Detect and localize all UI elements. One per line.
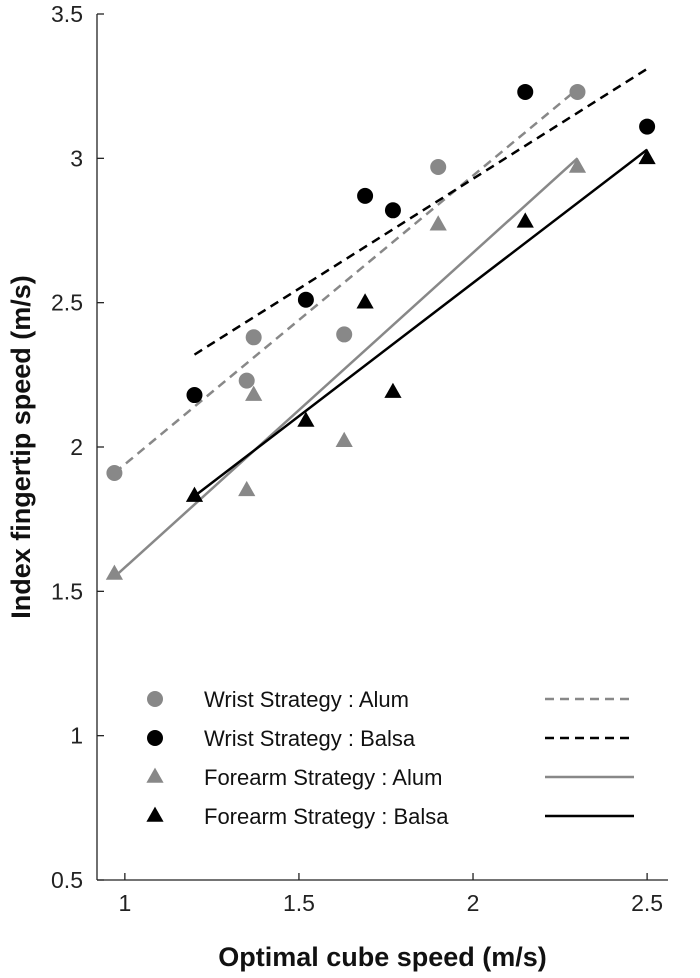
point-wrist-strategy-alum bbox=[245, 329, 262, 346]
point-forearm-strategy-balsa bbox=[185, 486, 204, 502]
ticks: 0.5 1 1.5 2 2.5 3 3.5 1 1.5 2 2.5 bbox=[51, 1, 663, 916]
legend-label-wrist-strategy-alum: Wrist Strategy : Alum bbox=[204, 687, 409, 712]
legend-marker-wrist-strategy-balsa bbox=[147, 730, 163, 746]
x-tick-label: 1 bbox=[118, 890, 131, 916]
legend-marker-wrist-strategy-alum bbox=[147, 691, 163, 707]
fit-line-forearm-strategy-alum bbox=[113, 157, 579, 578]
point-wrist-strategy-alum bbox=[430, 158, 447, 175]
y-tick-label: 1 bbox=[70, 723, 83, 749]
point-wrist-strategy-balsa bbox=[517, 83, 534, 100]
legend-marker-forearm-strategy-alum bbox=[146, 767, 164, 783]
point-forearm-strategy-alum bbox=[335, 431, 353, 448]
data-points bbox=[105, 83, 656, 580]
x-axis-title: Optimal cube speed (m/s) bbox=[218, 942, 547, 972]
y-tick-label: 1.5 bbox=[51, 578, 83, 604]
point-forearm-strategy-balsa bbox=[638, 148, 656, 165]
legend-label-wrist-strategy-balsa: Wrist Strategy : Balsa bbox=[204, 726, 416, 751]
point-forearm-strategy-alum bbox=[245, 385, 263, 401]
x-tick-label: 2.5 bbox=[631, 890, 663, 916]
point-forearm-strategy-alum bbox=[105, 564, 124, 580]
fit-lines bbox=[113, 67, 648, 578]
y-tick-label: 2 bbox=[70, 434, 83, 460]
point-forearm-strategy-balsa bbox=[516, 212, 534, 228]
point-wrist-strategy-alum bbox=[569, 83, 586, 100]
point-wrist-strategy-balsa bbox=[186, 387, 203, 404]
x-tick-label: 1.5 bbox=[283, 890, 315, 916]
point-forearm-strategy-alum bbox=[238, 480, 256, 497]
point-forearm-strategy-alum bbox=[429, 215, 447, 231]
point-wrist-strategy-balsa bbox=[297, 291, 314, 308]
fit-line-forearm-strategy-balsa bbox=[193, 148, 648, 498]
legend: Wrist Strategy : Alum Wrist Strategy : Ba… bbox=[146, 687, 634, 829]
point-wrist-strategy-balsa bbox=[639, 118, 656, 135]
point-forearm-strategy-balsa bbox=[356, 293, 374, 309]
y-axis-title: Index fingertip speed (m/s) bbox=[6, 275, 36, 619]
fit-line-wrist-strategy-alum bbox=[113, 88, 579, 474]
legend-label-forearm-strategy-alum: Forearm Strategy : Alum bbox=[204, 765, 442, 790]
legend-label-forearm-strategy-balsa: Forearm Strategy : Balsa bbox=[204, 804, 449, 829]
legend-marker-forearm-strategy-balsa bbox=[146, 806, 164, 822]
x-tick-label: 2 bbox=[467, 890, 480, 916]
point-forearm-strategy-balsa bbox=[297, 411, 315, 427]
point-wrist-strategy-alum bbox=[238, 372, 255, 389]
y-tick-label: 3.5 bbox=[51, 1, 83, 27]
y-tick-label: 3 bbox=[70, 145, 83, 171]
point-wrist-strategy-alum bbox=[336, 326, 353, 343]
y-tick-label: 2.5 bbox=[51, 290, 83, 316]
point-wrist-strategy-balsa bbox=[384, 202, 401, 219]
y-tick-label: 0.5 bbox=[51, 867, 83, 893]
fit-line-wrist-strategy-balsa bbox=[193, 67, 648, 356]
point-forearm-strategy-balsa bbox=[384, 382, 402, 398]
point-wrist-strategy-alum bbox=[106, 464, 123, 481]
point-forearm-strategy-alum bbox=[568, 157, 587, 173]
point-wrist-strategy-balsa bbox=[357, 187, 374, 204]
